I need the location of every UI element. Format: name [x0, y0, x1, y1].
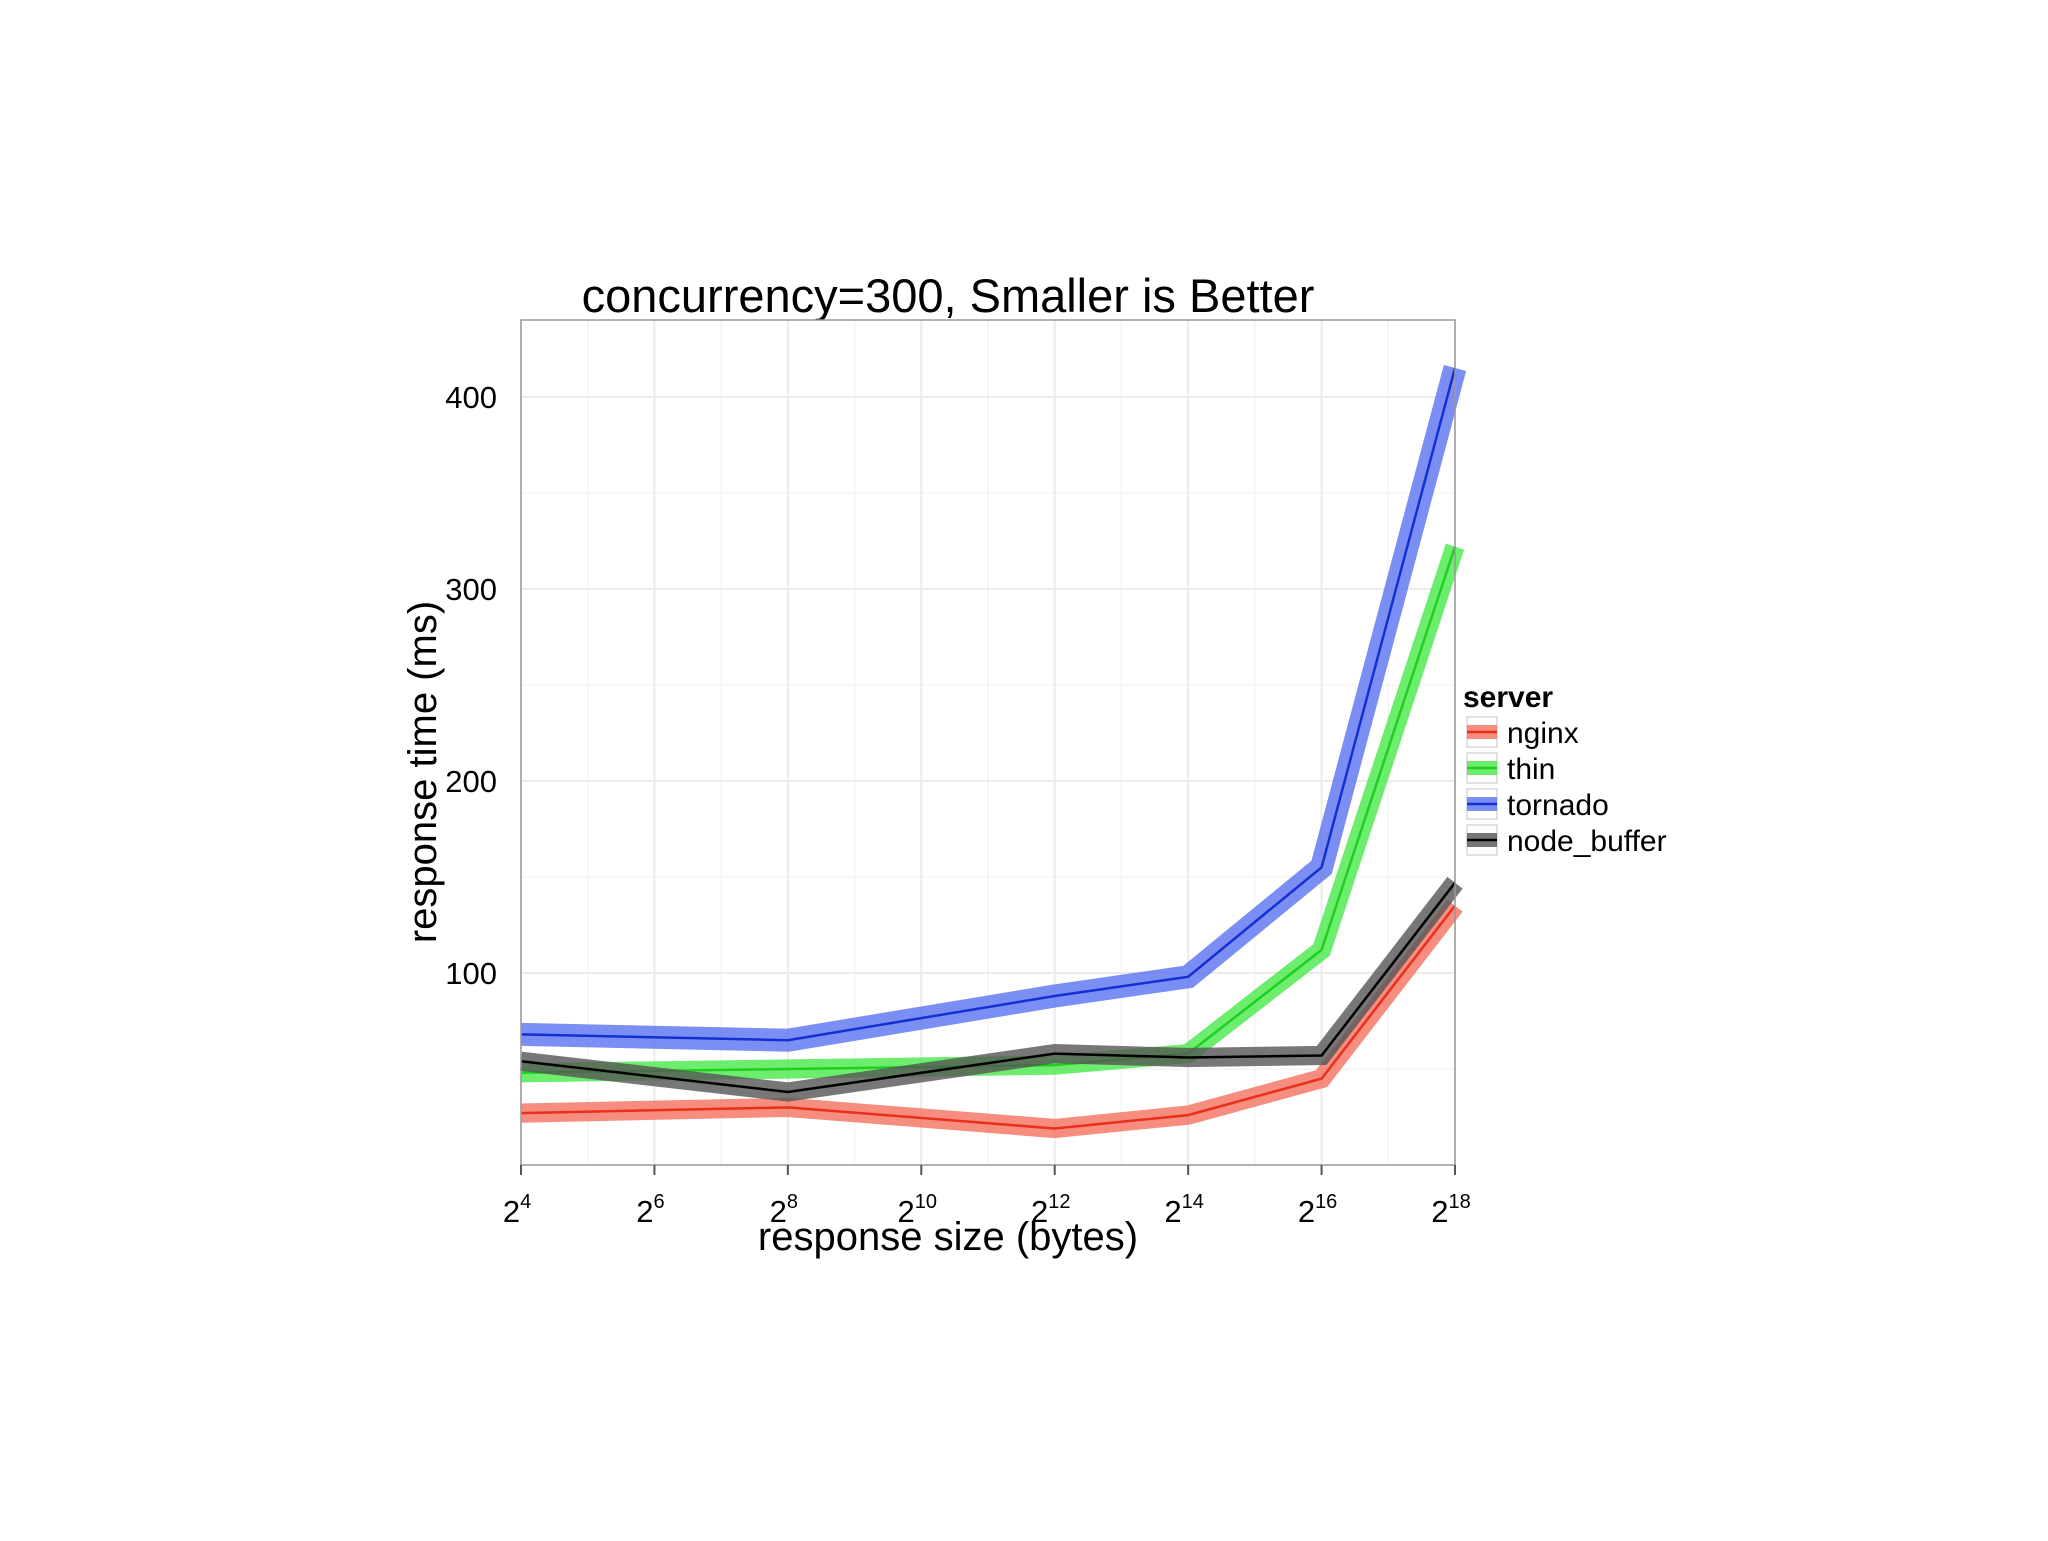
- legend-item-tornado: tornado: [1467, 789, 1609, 822]
- legend-label: tornado: [1507, 789, 1609, 822]
- y-tick-label: 300: [445, 572, 497, 607]
- plot-area: [521, 320, 1455, 1165]
- y-axis-title: response time (ms): [401, 601, 445, 943]
- y-tick-label: 400: [445, 380, 497, 415]
- legend-item-node_buffer: node_buffer: [1467, 825, 1667, 858]
- y-axis: 100 200 300 400: [445, 380, 497, 991]
- y-tick-label: 100: [445, 956, 497, 991]
- legend-label: nginx: [1507, 717, 1579, 750]
- y-tick-label: 200: [445, 764, 497, 799]
- x-tick-label: 24: [503, 1191, 531, 1229]
- x-tick-label: 216: [1298, 1191, 1338, 1229]
- chart-title: concurrency=300, Smaller is Better: [582, 269, 1315, 322]
- x-tick-exponent: 6: [653, 1191, 664, 1213]
- x-tick-exponent: 18: [1449, 1191, 1471, 1213]
- x-tick-base: 2: [1298, 1194, 1315, 1229]
- x-tick-exponent: 16: [1315, 1191, 1337, 1213]
- legend-item-nginx: nginx: [1467, 717, 1579, 750]
- x-tick-exponent: 14: [1182, 1191, 1204, 1213]
- x-tick-base: 2: [636, 1194, 653, 1229]
- x-tick-exponent: 8: [787, 1191, 798, 1213]
- x-tick-label: 26: [636, 1191, 664, 1229]
- legend-item-thin: thin: [1467, 753, 1555, 786]
- x-tick-exponent: 10: [915, 1191, 937, 1213]
- x-tick-base: 2: [1164, 1194, 1181, 1229]
- x-tick-exponent: 12: [1048, 1191, 1070, 1213]
- x-axis-title: response size (bytes): [758, 1215, 1138, 1259]
- x-tick-base: 2: [503, 1194, 520, 1229]
- x-tick-exponent: 4: [520, 1191, 531, 1213]
- x-tick-base: 2: [1431, 1194, 1448, 1229]
- legend-label: thin: [1507, 753, 1555, 786]
- legend-label: node_buffer: [1507, 825, 1667, 858]
- x-tick-label: 214: [1164, 1191, 1204, 1229]
- x-tick-label: 218: [1431, 1191, 1471, 1229]
- legend-title: server: [1463, 681, 1553, 714]
